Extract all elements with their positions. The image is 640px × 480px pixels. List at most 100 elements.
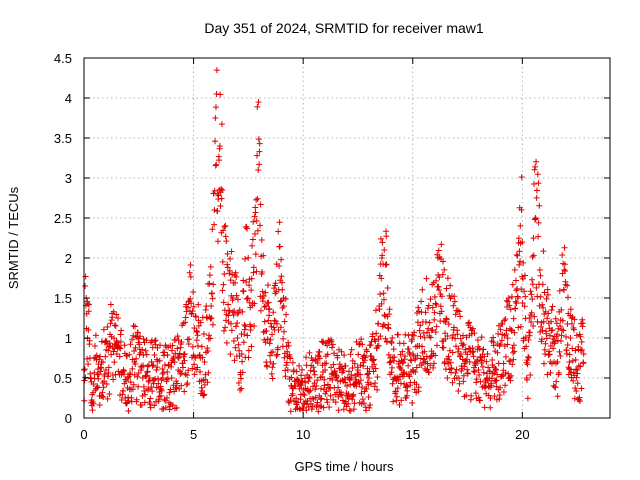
data-point (283, 362, 290, 369)
data-point (156, 357, 163, 364)
data-point (216, 157, 223, 164)
data-point (234, 310, 241, 317)
data-point (264, 363, 271, 370)
data-point (545, 351, 552, 358)
data-point (273, 352, 280, 359)
data-point (219, 287, 226, 294)
data-point (454, 307, 461, 314)
data-point (191, 371, 198, 378)
data-point (241, 331, 248, 338)
data-point (106, 340, 113, 347)
data-point (294, 399, 301, 406)
data-point (254, 152, 261, 159)
data-point (206, 272, 213, 279)
data-point (365, 375, 372, 381)
data-point (209, 226, 216, 233)
data-point (105, 370, 112, 377)
data-point (576, 394, 583, 401)
data-point (253, 217, 260, 224)
data-point (525, 337, 532, 344)
data-point (504, 335, 511, 342)
data-point (373, 330, 380, 337)
data-point (234, 319, 241, 326)
data-point (485, 364, 492, 371)
data-point (311, 371, 318, 378)
data-point (459, 342, 466, 349)
data-point (370, 368, 377, 375)
data-point (315, 408, 322, 415)
data-point (190, 288, 197, 295)
data-point (143, 337, 150, 344)
data-point (365, 394, 372, 401)
data-point (405, 345, 412, 352)
data-point (388, 340, 395, 347)
data-point (533, 158, 540, 165)
data-point (121, 371, 128, 378)
data-point (149, 344, 156, 351)
data-point (504, 341, 511, 348)
data-point (347, 351, 354, 358)
data-point (178, 370, 185, 377)
data-point (228, 327, 235, 334)
data-point (381, 322, 388, 329)
data-point (405, 332, 412, 339)
data-point (377, 235, 384, 242)
data-point (180, 364, 187, 371)
data-point (580, 359, 587, 366)
data-point (531, 313, 538, 320)
data-point (361, 357, 368, 364)
data-point (394, 385, 401, 392)
data-point (311, 368, 318, 375)
data-point (229, 271, 236, 278)
data-point (528, 309, 535, 316)
data-point (99, 359, 106, 366)
data-point (376, 272, 383, 279)
data-point (432, 328, 439, 335)
data-point (367, 381, 374, 388)
data-point (502, 315, 509, 322)
data-point (86, 301, 93, 308)
data-point (276, 243, 283, 250)
data-point (427, 362, 434, 369)
data-point (278, 279, 285, 286)
y-tick-label: 3 (65, 171, 72, 186)
data-point (173, 384, 180, 391)
data-point (452, 335, 459, 342)
data-point (163, 394, 170, 401)
data-point (567, 306, 574, 313)
data-point (109, 314, 116, 321)
data-point (254, 103, 261, 110)
data-point (421, 334, 428, 341)
data-point (355, 351, 362, 358)
data-point (569, 345, 576, 352)
data-point (199, 387, 206, 394)
data-point (558, 306, 565, 313)
data-point (148, 358, 155, 365)
data-point (157, 342, 164, 349)
data-point (423, 275, 430, 282)
data-point (270, 360, 277, 367)
data-point (348, 346, 355, 353)
data-point (321, 382, 328, 389)
data-point (251, 213, 258, 220)
data-point (94, 383, 101, 389)
data-point (508, 372, 515, 379)
data-point (377, 333, 384, 340)
data-point (560, 327, 567, 334)
data-point (387, 358, 394, 365)
data-point (95, 361, 102, 368)
data-point (405, 362, 412, 369)
data-point (222, 222, 229, 229)
data-point (169, 402, 176, 409)
data-point (248, 343, 255, 350)
data-point (557, 352, 564, 359)
data-point (91, 369, 98, 376)
data-point (135, 370, 142, 377)
data-point (569, 357, 576, 364)
data-point (476, 345, 483, 352)
data-point (474, 337, 481, 344)
data-point (449, 379, 456, 386)
data-point (454, 331, 461, 338)
data-point (303, 354, 310, 361)
data-point (470, 348, 477, 355)
